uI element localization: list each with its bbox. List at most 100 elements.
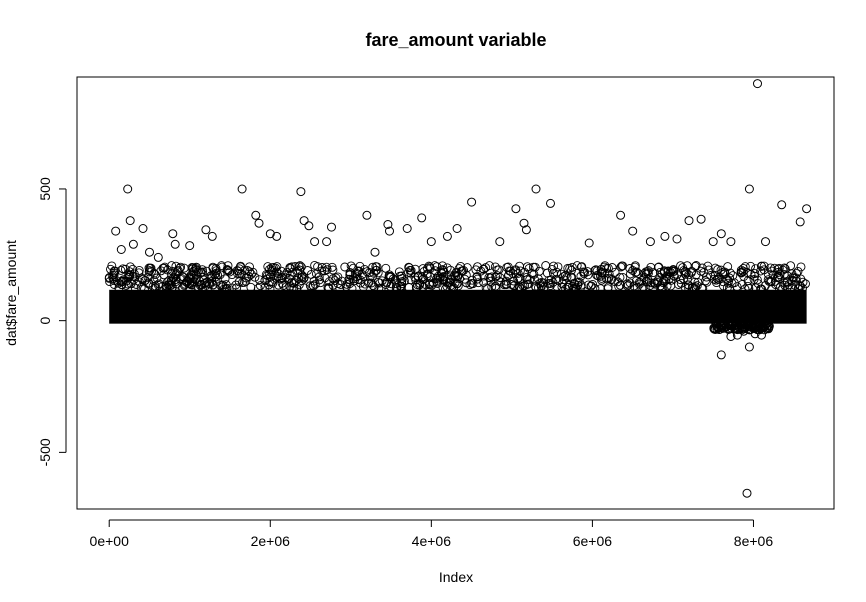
band-fringe-point <box>457 266 467 276</box>
data-point <box>696 214 706 224</box>
data-point <box>452 224 462 233</box>
band-fringe-point <box>699 267 709 277</box>
band-fringe-point <box>366 278 376 288</box>
band-fringe-point <box>308 280 318 290</box>
band-fringe-point <box>438 266 448 275</box>
band-negative-point <box>727 317 737 327</box>
band-fringe-point <box>684 283 694 293</box>
band-fringe-point <box>723 278 733 288</box>
band-fringe-point <box>631 268 641 277</box>
band-fringe-point <box>166 280 176 290</box>
band-fringe-point <box>674 280 684 289</box>
band-fringe-point <box>773 264 783 274</box>
band-fringe-point <box>487 272 497 282</box>
band-fringe-point <box>690 261 700 271</box>
band-fringe-point <box>481 283 491 293</box>
band-fringe-point <box>515 266 525 276</box>
band-fringe-point <box>314 272 324 282</box>
band-fringe-point <box>328 265 338 275</box>
band-fringe-point <box>271 273 281 283</box>
band-fringe-point <box>191 270 201 280</box>
band-fringe-point <box>143 272 153 282</box>
band-fringe-point <box>494 276 504 286</box>
band-fringe-point <box>763 269 773 279</box>
chart-title: fare_amount variable <box>365 30 546 50</box>
data-point <box>417 213 427 223</box>
band-fringe-point <box>710 271 720 280</box>
data-point <box>726 237 736 247</box>
data-point <box>546 198 555 208</box>
band-fringe-point <box>798 283 807 293</box>
data-point <box>521 225 531 235</box>
data-point <box>467 197 477 207</box>
band-fringe-point <box>210 283 220 293</box>
data-point <box>170 239 180 249</box>
data-point <box>111 226 121 236</box>
band-fringe-point <box>242 273 251 283</box>
band-fringe-point <box>187 263 197 272</box>
band-fringe-point <box>675 275 685 285</box>
data-point <box>168 229 178 239</box>
band-fringe-point <box>641 276 651 286</box>
band-fringe-point <box>344 275 354 285</box>
band-fringe-point <box>691 261 701 270</box>
band-fringe-point <box>320 266 329 276</box>
band-fringe-point <box>562 272 572 282</box>
data-point <box>138 224 148 233</box>
data-point <box>753 79 762 89</box>
band-negative-point <box>721 321 731 331</box>
data-point <box>716 229 726 239</box>
band-fringe-point <box>195 280 205 290</box>
band-fringe-point <box>576 271 586 281</box>
data-point <box>442 231 452 241</box>
data-point <box>383 220 393 229</box>
band-fringe-point <box>254 275 264 285</box>
band-fringe-point <box>281 282 291 292</box>
band-fringe-point <box>511 265 521 275</box>
band-fringe-point <box>253 283 263 293</box>
data-point <box>128 239 138 249</box>
data-point <box>777 200 787 210</box>
band-fringe-point <box>201 280 211 290</box>
band-fringe-point <box>635 277 644 287</box>
x-tick-label: 0e+00 <box>90 533 130 549</box>
band-fringe-point <box>108 274 118 284</box>
band-fringe-point <box>586 281 596 291</box>
data-point <box>716 350 726 360</box>
band-fringe-point <box>309 281 318 291</box>
band-fringe-point <box>572 261 582 271</box>
band-fringe-point <box>158 263 168 273</box>
data-point <box>495 237 505 247</box>
band-fringe-point <box>167 284 177 294</box>
band-fringe-point <box>725 273 735 283</box>
band-fringe-point <box>355 261 365 271</box>
band-fringe-point <box>610 267 620 277</box>
data-point <box>251 210 261 220</box>
x-tick-label: 6e+06 <box>573 533 613 549</box>
band-fringe-point <box>740 262 750 272</box>
band-fringe-point <box>676 261 686 271</box>
y-tick-label: 500 <box>37 177 53 201</box>
band-fringe-point <box>125 267 135 277</box>
band-fringe-point <box>163 265 173 275</box>
band-fringe-point <box>687 283 697 293</box>
band-fringe-point <box>441 284 450 294</box>
band-fringe-point <box>622 279 632 289</box>
band-fringe-point <box>220 274 230 284</box>
band-fringe-point <box>492 265 502 275</box>
band-fringe-point <box>342 279 352 289</box>
band-fringe-point <box>267 263 277 273</box>
band-fringe-point <box>648 268 658 278</box>
band-fringe-point <box>391 279 401 289</box>
data-point <box>708 237 718 247</box>
band-fringe-point <box>355 275 365 285</box>
dense-band-core <box>109 289 807 324</box>
band-fringe-point <box>377 276 387 286</box>
data-point <box>237 184 247 194</box>
band-fringe-point <box>711 275 721 285</box>
band-fringe-point <box>738 263 748 273</box>
band-fringe-point <box>373 268 383 278</box>
data-point <box>265 229 275 239</box>
band-fringe-point <box>384 270 394 280</box>
band-negative-point <box>764 321 774 331</box>
